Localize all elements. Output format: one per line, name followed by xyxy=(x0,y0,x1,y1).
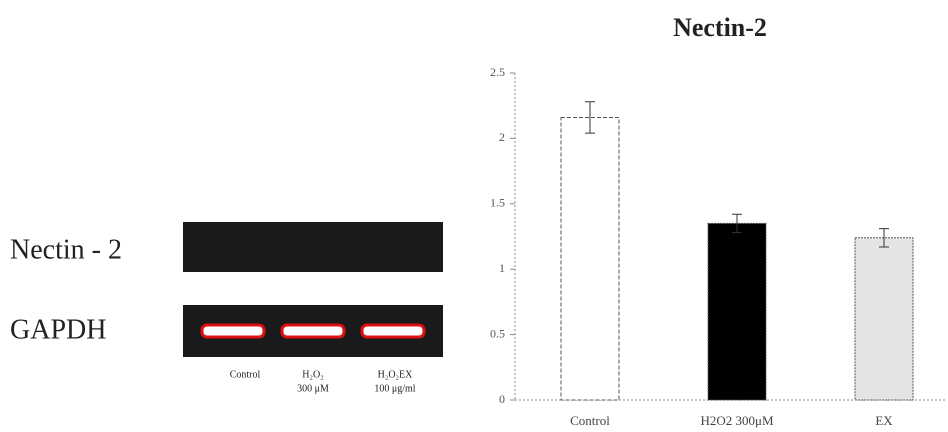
lane-label: 300 μM xyxy=(297,383,329,394)
y-tick-label: 2.5 xyxy=(490,65,505,79)
lane-label: H₂O₂EX xyxy=(378,369,414,380)
y-tick-label: 0 xyxy=(499,392,505,406)
blot-row-label: Nectin - 2 xyxy=(10,234,122,265)
bar xyxy=(855,238,913,400)
x-tick-label: EX xyxy=(875,413,893,428)
lane-label: Control xyxy=(230,369,261,380)
blot-band-nectin xyxy=(183,222,443,272)
figure: Nectin - 2 GAPDH Nectin-2 Control H₂O₂ 300… xyxy=(0,0,948,432)
lane-label: H₂O₂ xyxy=(302,369,323,380)
y-tick-label: 2 xyxy=(499,130,505,144)
blot-row-label: GAPDH xyxy=(10,314,106,345)
bar xyxy=(561,117,619,400)
lane-label: 100 μg/ml xyxy=(374,383,415,394)
x-tick-label: H2O2 300μM xyxy=(700,413,773,428)
chart-title: Nectin-2 xyxy=(673,13,767,42)
y-tick-label: 0.5 xyxy=(490,326,505,340)
gapdh-bands xyxy=(202,325,424,337)
y-tick-label: 1.5 xyxy=(490,196,505,210)
x-tick-label: Control xyxy=(570,413,610,428)
bar xyxy=(708,223,766,400)
y-tick-label: 1 xyxy=(499,261,505,275)
